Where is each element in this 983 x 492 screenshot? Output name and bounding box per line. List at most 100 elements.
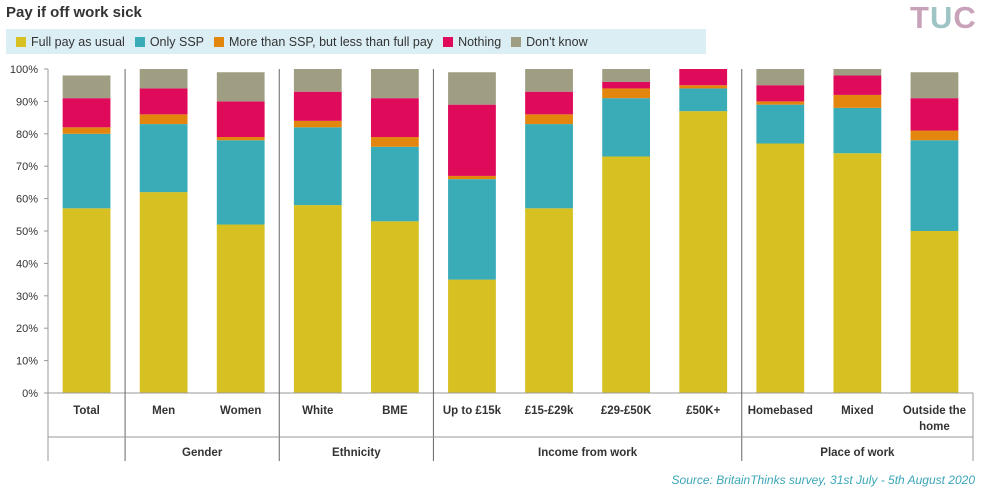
legend-swatch [443, 36, 454, 47]
bar-segment [62, 127, 111, 134]
x-tick-label: BME [382, 405, 408, 417]
bar-segment [910, 98, 959, 131]
chart-legend: Full pay as usual Only SSP More than SSP, … [6, 29, 706, 54]
bar-segment [910, 72, 959, 99]
legend-label: Nothing [458, 34, 502, 49]
bar-segment [910, 140, 959, 231]
x-tick-label: Mixed [841, 405, 874, 417]
bar-segment [602, 88, 651, 99]
bar-segment [62, 75, 111, 99]
bar-segment [525, 208, 573, 393]
bar-segment [216, 101, 265, 138]
bar-segment [448, 279, 496, 393]
bar-segment [139, 192, 188, 393]
bar-segment [139, 124, 188, 193]
group-label: Place of work [820, 447, 895, 459]
bar-segment [448, 179, 496, 280]
bar-segment [293, 127, 342, 206]
y-tick-label: 100% [10, 64, 38, 76]
bar-segment [525, 91, 573, 115]
bar-segment [448, 72, 496, 105]
x-tick-label: £29-£50K [601, 405, 652, 417]
y-tick-label: 0% [22, 388, 38, 400]
bar-segment [370, 137, 419, 147]
bar-segment [525, 114, 573, 125]
legend-item: Only SSP [134, 34, 204, 49]
bar-segment [679, 111, 728, 394]
bar-segment [602, 81, 651, 89]
bar-segment [293, 205, 342, 393]
bar-segment [910, 130, 959, 141]
legend-swatch [214, 36, 224, 47]
bar-segment [833, 69, 882, 76]
stacked-bar-chart: 0% 10% 20% 30% 40% 50% 60% 70% 80% 90% 100% Total Me… [10, 64, 974, 461]
y-tick-label: 30% [16, 291, 38, 303]
bar-segment [216, 140, 265, 225]
legend-label: Only SSP [149, 34, 204, 49]
bar-segment [602, 156, 651, 393]
bar-segment [833, 75, 882, 95]
legend-item: Don't know [511, 34, 588, 49]
bar-segment [833, 94, 882, 108]
bar-segment [679, 69, 728, 86]
legend-swatch [16, 36, 26, 47]
group-label: Income from work [538, 447, 638, 459]
bar-segment [525, 124, 573, 209]
y-tick-label: 20% [16, 323, 38, 335]
x-tick-label: Women [220, 405, 261, 417]
chart-title: Pay if off work sick [6, 4, 142, 21]
bar-segment [216, 137, 265, 141]
y-tick-label: 70% [16, 161, 38, 173]
legend-label: Full pay as usual [31, 34, 125, 49]
legend-item: Nothing [443, 35, 501, 49]
bar-segment [448, 175, 496, 180]
legend-swatch [134, 36, 145, 47]
x-tick-label: home [919, 421, 950, 433]
bar-segment [370, 98, 419, 138]
legend-swatch [511, 36, 522, 47]
x-tick-label: Homebased [748, 405, 813, 417]
bar-segment [602, 69, 651, 82]
bar-segment [62, 98, 111, 128]
group-label: Gender [182, 447, 223, 459]
bar-segment [370, 69, 419, 99]
legend-item: More than SSP, but less than full pay [214, 35, 433, 49]
logo-letter-t: T [910, 0, 930, 35]
source-note: Source: BritainThinks survey, 31st July … [671, 473, 975, 487]
y-tick-label: 50% [16, 226, 38, 238]
legend-label: Don't know [526, 34, 588, 49]
y-tick-label: 40% [16, 258, 38, 270]
bar-segment [756, 104, 805, 144]
bar-segment [139, 88, 188, 115]
bar-segment [62, 208, 111, 393]
x-tick-label: Men [152, 405, 175, 417]
y-tick-label: 60% [16, 194, 38, 206]
bar-segment [293, 69, 342, 92]
bar-segment [293, 91, 342, 121]
bar-segment [216, 72, 265, 102]
logo-letter-c: C [953, 0, 977, 35]
bar-segment [833, 107, 882, 154]
legend-label: More than SSP, but less than full pay [229, 34, 434, 49]
x-tick-label: £50K+ [686, 405, 720, 417]
x-tick-label: £15-£29k [525, 405, 574, 417]
legend-item: Full pay as usual [16, 35, 125, 49]
bar-segment [602, 98, 651, 157]
y-tick-label: 90% [16, 96, 38, 108]
bar-segment [910, 231, 959, 393]
bar-segment [216, 224, 265, 393]
bar-segment [448, 104, 496, 176]
bar-segment [679, 88, 728, 112]
group-label: Ethnicity [332, 447, 381, 459]
bar-segment [139, 114, 188, 125]
x-tick-label: White [302, 405, 333, 417]
bar-segment [833, 153, 882, 393]
y-tick-label: 80% [16, 129, 38, 141]
x-tick-label: Outside the [903, 405, 966, 417]
x-tick-label: Up to £15k [443, 405, 502, 417]
bar-segment [293, 120, 342, 128]
bar-segment [756, 69, 805, 86]
bar-segment [525, 69, 573, 92]
bar-segment [756, 101, 805, 105]
logo-letter-u: U [929, 0, 954, 35]
